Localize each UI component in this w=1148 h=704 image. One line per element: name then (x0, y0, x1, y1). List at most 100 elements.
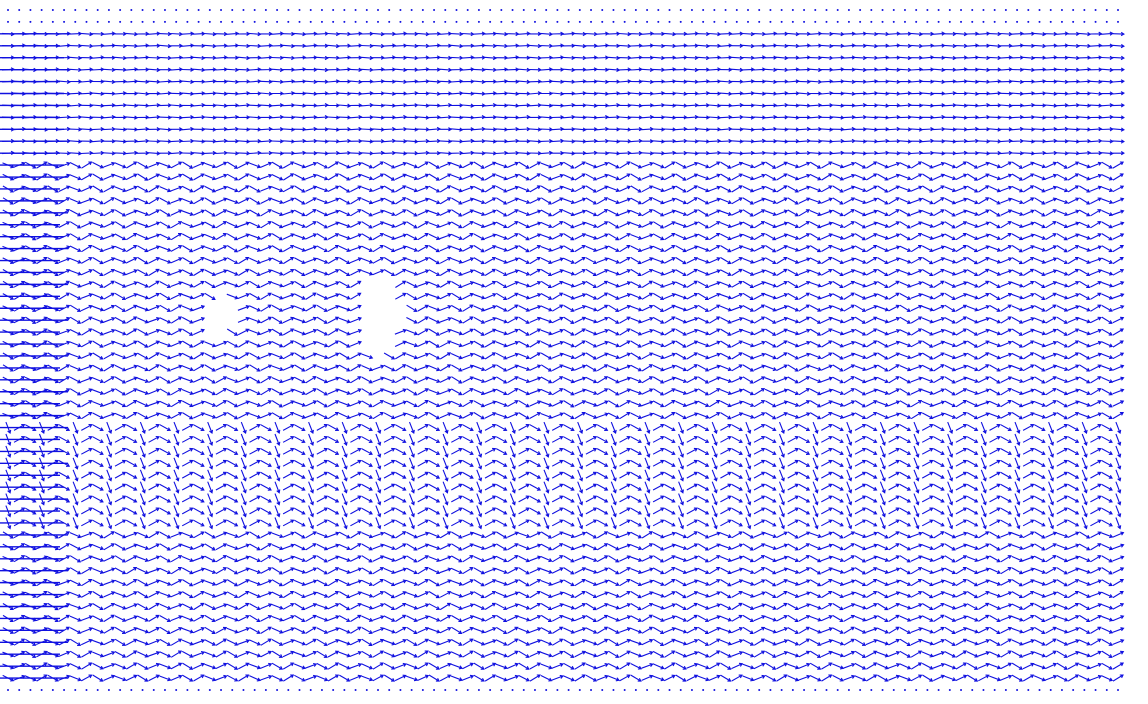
vector-arrow-902 (24, 115, 38, 120)
vector-arrow-3952 (921, 471, 934, 479)
vector-arrow-3151 (910, 376, 923, 383)
vector-arrow-4693 (260, 567, 273, 574)
vector-arrow-1042 (472, 126, 486, 132)
vector-arrow-4165 (1067, 495, 1080, 503)
vector-arrow-2473 (899, 293, 912, 300)
vector-arrow-3463 (1045, 412, 1058, 419)
vector-arrow-3403 (372, 411, 384, 420)
vector-arrow-1547 (529, 185, 542, 193)
vector-arrow-455 (618, 55, 632, 60)
vector-arrow-3874 (47, 471, 59, 479)
vector-arrow-2845 (832, 340, 844, 348)
vector-arrow-4763 (1045, 567, 1057, 575)
vector-arrow-2395 (1101, 281, 1114, 288)
vector-arrow-2804 (339, 340, 351, 348)
vector-arrow-2173 (821, 256, 833, 265)
vector-arrow-764 (719, 91, 733, 96)
vector-arrow-2597 (126, 316, 138, 324)
vector-arrow-4551 (910, 543, 923, 550)
vector-arrow-3116 (518, 377, 531, 384)
vector-arrow-3793 (260, 460, 272, 467)
vector-arrow-282 (921, 31, 935, 37)
vector-arrow-4212 (476, 505, 483, 518)
vector-arrow-2129 (327, 256, 340, 264)
vector-arrow-1189 (999, 138, 1013, 144)
vector-arrow-511 (125, 67, 139, 72)
vector-arrow-1168 (764, 139, 778, 144)
vector-arrow-487 (977, 55, 991, 61)
vector-arrow-2398 (13, 292, 26, 300)
vector-arrow-2637 (652, 316, 665, 324)
vector-arrow-1448 (540, 174, 553, 181)
vector-arrow-1213 (147, 151, 161, 156)
vector-arrow-2348 (574, 281, 587, 288)
vector-arrow-1783 (933, 209, 945, 217)
vector-arrow-2528 (473, 305, 486, 312)
vector-dot-72 (814, 9, 817, 11)
vector-arrow-1931 (349, 233, 362, 240)
vector-arrow-3934 (720, 471, 732, 479)
vector-arrow-2961 (1023, 352, 1035, 360)
vector-arrow-4563 (1045, 543, 1057, 551)
vector-arrow-1269 (775, 151, 789, 156)
vector-arrow-1975 (843, 233, 856, 240)
vector-arrow-3696 (294, 448, 306, 455)
vector-arrow-1336 (405, 162, 419, 169)
vector-arrow-3983 (148, 483, 160, 491)
vector-dot-192 (1038, 20, 1041, 23)
vector-arrow-4322 (585, 519, 598, 527)
vector-arrow-3023 (596, 364, 609, 372)
vector-arrow-2620 (462, 316, 474, 324)
vector-dot-143 (489, 20, 492, 23)
vector-arrow-2729 (619, 328, 631, 336)
vector-arrow-391 (1022, 43, 1036, 48)
vector-arrow-2461 (764, 293, 777, 300)
vector-arrow-2383 (966, 281, 979, 288)
vector-arrow-3436 (742, 413, 755, 419)
vector-arrow-1654 (607, 198, 620, 205)
vector-arrow-2170 (787, 257, 800, 264)
vector-arrow-2116 (182, 257, 194, 265)
vector-arrow-4600 (338, 556, 351, 562)
vector-arrow-1475 (843, 173, 856, 180)
vector-arrow-1744 (496, 209, 508, 217)
vector-arrow-1371 (798, 161, 811, 168)
vector-arrow-1842 (473, 221, 486, 229)
vector-arrow-1023 (259, 126, 273, 132)
vector-arrow-3706 (408, 445, 415, 458)
vector-arrow-2489 (1078, 293, 1091, 300)
vector-arrow-4922 (585, 591, 598, 599)
vector-arrow-3216 (518, 388, 530, 396)
vector-arrow-1017 (192, 127, 206, 132)
vector-arrow-1839 (439, 221, 452, 228)
vector-arrow-1909 (103, 233, 116, 240)
vector-arrow-1016 (181, 126, 195, 132)
vector-arrow-1686 (966, 197, 979, 205)
vector-arrow-1175 (842, 138, 856, 144)
vector-arrow-3729 (664, 448, 676, 455)
vector-arrow-1758 (652, 209, 665, 217)
vector-arrow-435 (394, 55, 408, 60)
vector-arrow-3887 (193, 471, 205, 479)
vector-arrow-812 (136, 103, 150, 108)
vector-arrow-1680 (899, 197, 912, 205)
vector-arrow-4627 (641, 555, 654, 562)
vector-arrow-1556 (630, 185, 642, 193)
vector-arrow-2475 (921, 293, 934, 300)
vector-arrow-1390 (1011, 161, 1023, 169)
vector-arrow-2182 (922, 257, 934, 265)
vector-dot-56 (634, 9, 637, 11)
vector-arrow-1374 (831, 162, 845, 169)
vector-arrow-937 (416, 115, 430, 120)
vector-arrow-3933 (711, 469, 718, 482)
vector-arrow-2830 (664, 340, 676, 348)
vector-arrow-575 (842, 67, 856, 72)
vector-arrow-224 (271, 31, 285, 36)
vector-arrow-667 (753, 79, 767, 84)
vector-arrow-2660 (910, 316, 923, 324)
vector-arrow-684 (943, 79, 957, 84)
vector-arrow-1131 (349, 139, 363, 144)
vector-arrow-1896 (1078, 221, 1091, 229)
vector-arrow-3664 (1056, 435, 1069, 443)
vector-arrow-4948 (877, 591, 889, 599)
